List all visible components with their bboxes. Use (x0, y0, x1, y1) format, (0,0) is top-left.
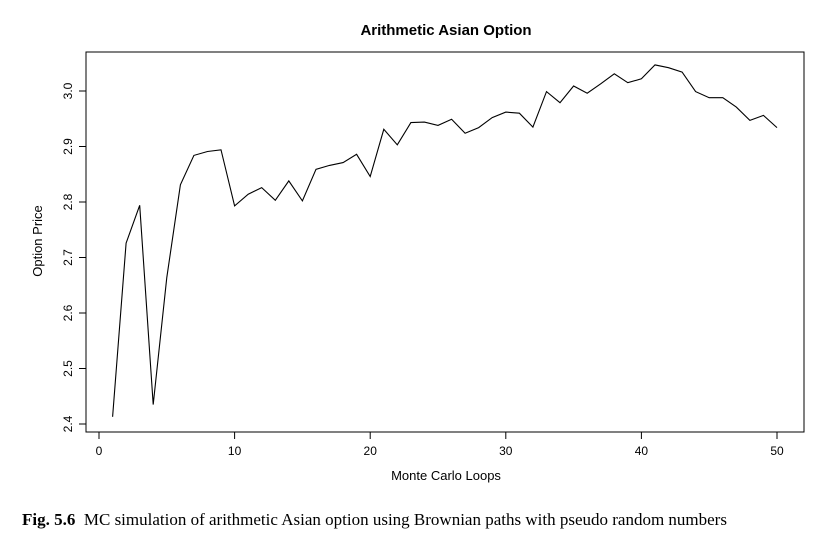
x-axis-label: Monte Carlo Loops (391, 468, 501, 483)
x-tick-label: 30 (499, 444, 513, 458)
y-tick-label: 2.4 (61, 415, 75, 432)
y-axis-label: Option Price (30, 205, 45, 277)
figure-caption: Fig. 5.6 MC simulation of arithmetic Asi… (22, 510, 812, 530)
y-tick-label: 2.8 (61, 193, 75, 210)
y-tick-label: 2.7 (61, 249, 75, 266)
x-tick-label: 10 (228, 444, 242, 458)
x-tick-label: 50 (770, 444, 784, 458)
caption-text: MC simulation of arithmetic Asian option… (83, 510, 727, 529)
y-axis: 2.4 2.5 2.6 2.7 2.8 2.9 3.0 (61, 82, 86, 432)
plot-frame (85, 51, 805, 433)
y-tick-label: 2.5 (61, 360, 75, 377)
x-axis: 0 10 20 30 40 50 (96, 432, 784, 458)
x-tick-label: 20 (364, 444, 378, 458)
line-chart: Arithmetic Asian Option 0 10 20 30 40 50 2.42… (30, 22, 805, 483)
y-tick-label: 2.6 (61, 304, 75, 321)
y-tick-label: 3.0 (61, 82, 75, 99)
x-tick-label: 40 (635, 444, 649, 458)
x-tick-label: 0 (96, 444, 103, 458)
series-line (112, 64, 778, 417)
y-tick-label: 2.9 (61, 138, 75, 155)
caption-label: Fig. 5.6 (22, 510, 76, 529)
chart-title: Arithmetic Asian Option (360, 22, 531, 39)
